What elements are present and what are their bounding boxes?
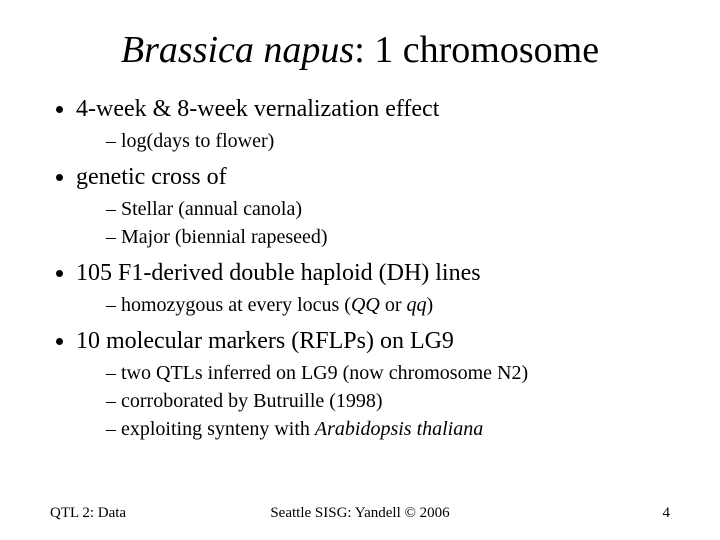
title-rest: : 1 chromosome [354, 29, 599, 71]
bullet-3-1-qq1: QQ [351, 294, 380, 316]
bullet-2-1: Stellar (annual canola) [106, 196, 670, 222]
bullet-3-1-or: or [380, 294, 407, 316]
slide: Brassica napus: 1 chromosome 4-week & 8-… [0, 0, 720, 540]
bullet-2-text: genetic cross of [76, 164, 227, 190]
bullet-3-1: homozygous at every locus (QQ or qq) [106, 292, 670, 318]
bullet-3-text: 105 F1-derived double haploid (DH) lines [76, 260, 481, 286]
bullet-3-1-post: ) [427, 294, 434, 316]
bullet-4-3-italic: Arabidopsis thaliana [315, 418, 483, 440]
bullet-3: 105 F1-derived double haploid (DH) lines… [76, 258, 670, 318]
title-italic: Brassica napus [121, 29, 354, 71]
bullet-1-sub: log(days to flower) [76, 128, 670, 154]
bullet-2-2: Major (biennial rapeseed) [106, 224, 670, 250]
bullet-1-1: log(days to flower) [106, 128, 670, 154]
footer-right: 4 [663, 505, 671, 522]
bullet-3-1-pre: homozygous at every locus ( [121, 294, 351, 316]
bullet-list: 4-week & 8-week vernalization effect log… [50, 94, 670, 442]
slide-title: Brassica napus: 1 chromosome [50, 28, 670, 72]
footer-left: QTL 2: Data [50, 505, 126, 522]
bullet-4: 10 molecular markers (RFLPs) on LG9 two … [76, 326, 670, 442]
bullet-2: genetic cross of Stellar (annual canola)… [76, 162, 670, 250]
bullet-4-sub: two QTLs inferred on LG9 (now chromosome… [76, 360, 670, 442]
bullet-4-2: corroborated by Butruille (1998) [106, 388, 670, 414]
bullet-4-3-pre: exploiting synteny with [121, 418, 315, 440]
bullet-4-3: exploiting synteny with Arabidopsis thal… [106, 416, 670, 442]
bullet-1: 4-week & 8-week vernalization effect log… [76, 94, 670, 154]
bullet-1-text: 4-week & 8-week vernalization effect [76, 96, 439, 122]
bullet-2-sub: Stellar (annual canola) Major (biennial … [76, 196, 670, 250]
bullet-4-text: 10 molecular markers (RFLPs) on LG9 [76, 328, 454, 354]
bullet-4-1: two QTLs inferred on LG9 (now chromosome… [106, 360, 670, 386]
bullet-3-sub: homozygous at every locus (QQ or qq) [76, 292, 670, 318]
footer: QTL 2: Data Seattle SISG: Yandell © 2006… [50, 505, 670, 522]
bullet-3-1-qq2: qq [407, 294, 427, 316]
footer-center: Seattle SISG: Yandell © 2006 [270, 505, 449, 522]
